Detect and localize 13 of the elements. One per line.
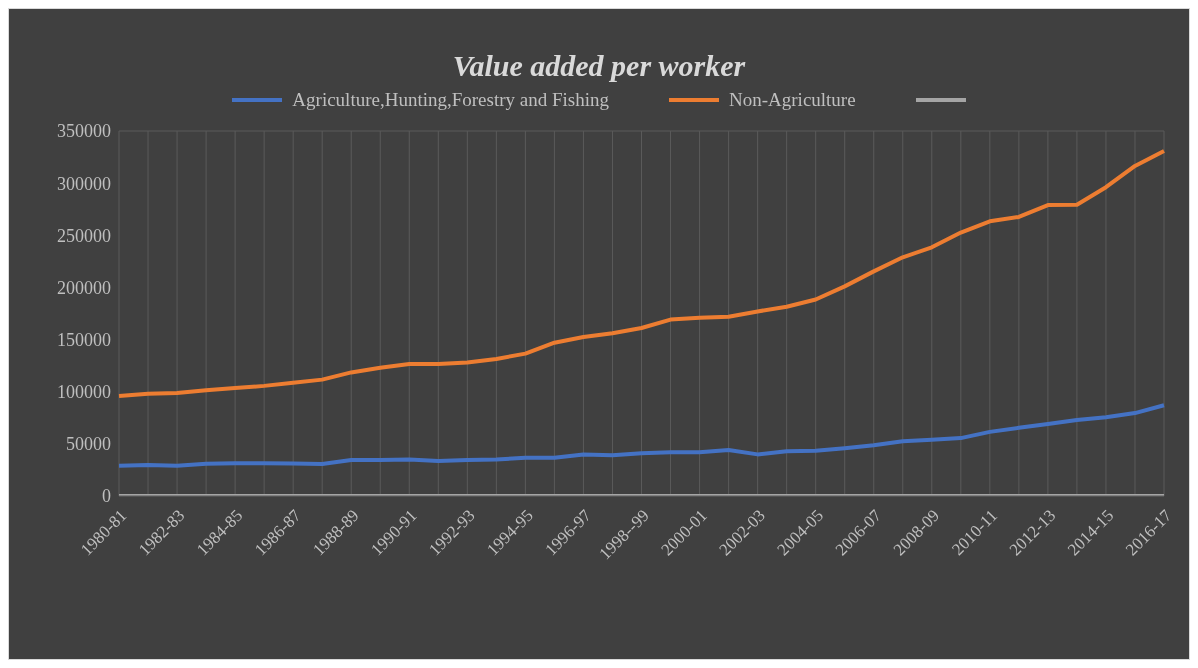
y-tick-label: 150000 [57,329,111,350]
legend-label: Non-Agriculture [729,89,856,111]
y-tick-label: 50000 [66,434,111,455]
y-tick-label: 300000 [57,173,111,194]
line-series [117,403,1166,468]
chart-title: Value added per worker [451,48,747,83]
y-tick-label: 200000 [57,277,111,298]
legend-label: Agriculture,Hunting,Forestry and Fishing [292,89,609,111]
y-tick-label: 0 [102,486,111,507]
y-tick-label: 350000 [57,121,111,142]
y-tick-label: 100000 [57,382,111,403]
line-series [117,148,1166,398]
y-tick-label: 250000 [57,225,111,246]
